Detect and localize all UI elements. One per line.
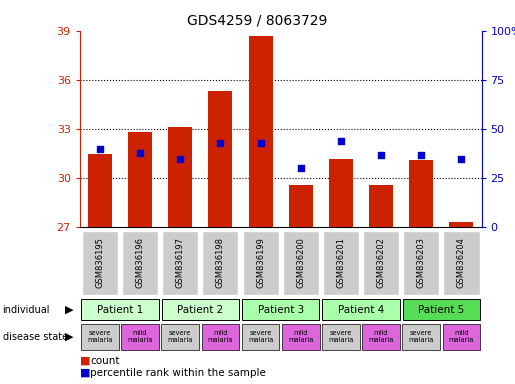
Bar — [329, 159, 353, 227]
Bar — [201, 324, 239, 350]
Text: Patient 4: Patient 4 — [338, 305, 384, 314]
Bar — [122, 230, 158, 295]
Bar — [121, 324, 159, 350]
Point — [457, 156, 466, 162]
Text: GSM836198: GSM836198 — [216, 237, 225, 288]
Bar — [243, 230, 279, 295]
Text: GSM836195: GSM836195 — [95, 237, 105, 288]
Text: ▶: ▶ — [65, 305, 74, 314]
Text: mild
malaria: mild malaria — [288, 331, 314, 343]
Point — [216, 140, 225, 146]
Bar — [322, 299, 400, 320]
Text: severe
malaria: severe malaria — [328, 331, 354, 343]
Point — [256, 140, 265, 146]
Text: mild
malaria: mild malaria — [368, 331, 394, 343]
Bar — [168, 127, 192, 227]
Text: GDS4259 / 8063729: GDS4259 / 8063729 — [187, 13, 328, 27]
Bar — [162, 299, 239, 320]
Bar — [82, 230, 118, 295]
Point — [337, 138, 345, 144]
Text: severe
malaria: severe malaria — [167, 331, 193, 343]
Text: disease state: disease state — [3, 332, 67, 342]
Bar — [242, 324, 280, 350]
Text: severe
malaria: severe malaria — [248, 331, 273, 343]
Text: ■: ■ — [80, 356, 90, 366]
Bar — [81, 324, 119, 350]
Text: GSM836202: GSM836202 — [376, 237, 386, 288]
Text: severe
malaria: severe malaria — [408, 331, 434, 343]
Point — [136, 149, 144, 156]
Bar — [162, 230, 198, 295]
Bar — [249, 36, 272, 227]
Bar — [403, 299, 480, 320]
Bar — [283, 230, 319, 295]
Bar — [88, 154, 112, 227]
Text: GSM836200: GSM836200 — [296, 237, 305, 288]
Text: mild
malaria: mild malaria — [449, 331, 474, 343]
Bar — [81, 299, 159, 320]
Bar — [242, 299, 319, 320]
Bar — [282, 324, 320, 350]
Bar — [362, 324, 400, 350]
Bar — [409, 160, 433, 227]
Point — [176, 156, 184, 162]
Text: Patient 1: Patient 1 — [97, 305, 143, 314]
Point — [96, 146, 104, 152]
Text: GSM836196: GSM836196 — [135, 237, 145, 288]
Bar — [322, 324, 360, 350]
Text: count: count — [90, 356, 119, 366]
Text: GSM836203: GSM836203 — [417, 237, 426, 288]
Text: ▶: ▶ — [65, 332, 74, 342]
Bar — [323, 230, 359, 295]
Point — [377, 152, 385, 158]
Text: percentile rank within the sample: percentile rank within the sample — [90, 367, 266, 377]
Bar — [202, 230, 238, 295]
Point — [417, 152, 425, 158]
Text: GSM836199: GSM836199 — [256, 237, 265, 288]
Text: ■: ■ — [80, 367, 90, 377]
Text: GSM836204: GSM836204 — [457, 237, 466, 288]
Text: GSM836201: GSM836201 — [336, 237, 346, 288]
Text: GSM836197: GSM836197 — [176, 237, 185, 288]
Bar — [128, 132, 152, 227]
Text: Patient 2: Patient 2 — [177, 305, 224, 314]
Text: Patient 5: Patient 5 — [418, 305, 465, 314]
Bar — [450, 222, 473, 227]
Text: individual: individual — [3, 305, 50, 314]
Text: mild
malaria: mild malaria — [208, 331, 233, 343]
Bar — [443, 230, 479, 295]
Bar — [369, 185, 393, 227]
Text: mild
malaria: mild malaria — [127, 331, 153, 343]
Bar — [209, 91, 232, 227]
Bar — [402, 324, 440, 350]
Point — [297, 165, 305, 171]
Bar — [161, 324, 199, 350]
Text: Patient 3: Patient 3 — [258, 305, 304, 314]
Bar — [442, 324, 480, 350]
Text: severe
malaria: severe malaria — [87, 331, 113, 343]
Bar — [403, 230, 439, 295]
Bar — [289, 185, 313, 227]
Bar — [363, 230, 399, 295]
